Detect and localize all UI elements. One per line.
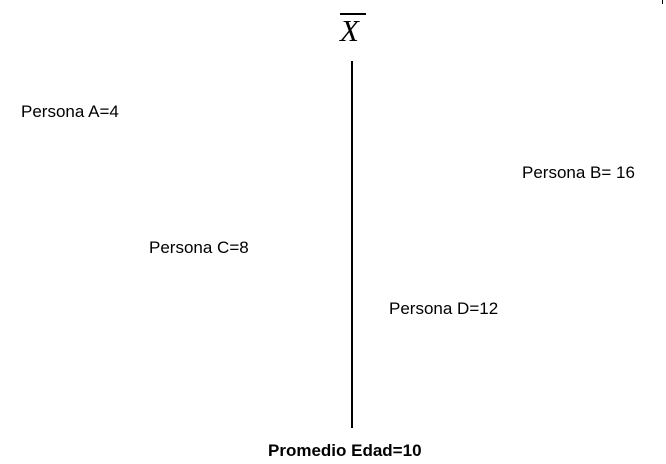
corner-mark bbox=[662, 0, 663, 4]
person-b-label: Persona B= 16 bbox=[522, 163, 635, 182]
mean-overline bbox=[340, 13, 366, 15]
person-c-label: Persona C=8 bbox=[149, 238, 249, 257]
mean-letter: X bbox=[340, 13, 359, 48]
mean-axis-line bbox=[351, 61, 353, 428]
person-d-label: Persona D=12 bbox=[389, 299, 499, 318]
average-age-label: Promedio Edad=10 bbox=[268, 441, 422, 460]
person-a-label: Persona A=4 bbox=[21, 102, 119, 121]
mean-symbol: X bbox=[338, 8, 372, 52]
